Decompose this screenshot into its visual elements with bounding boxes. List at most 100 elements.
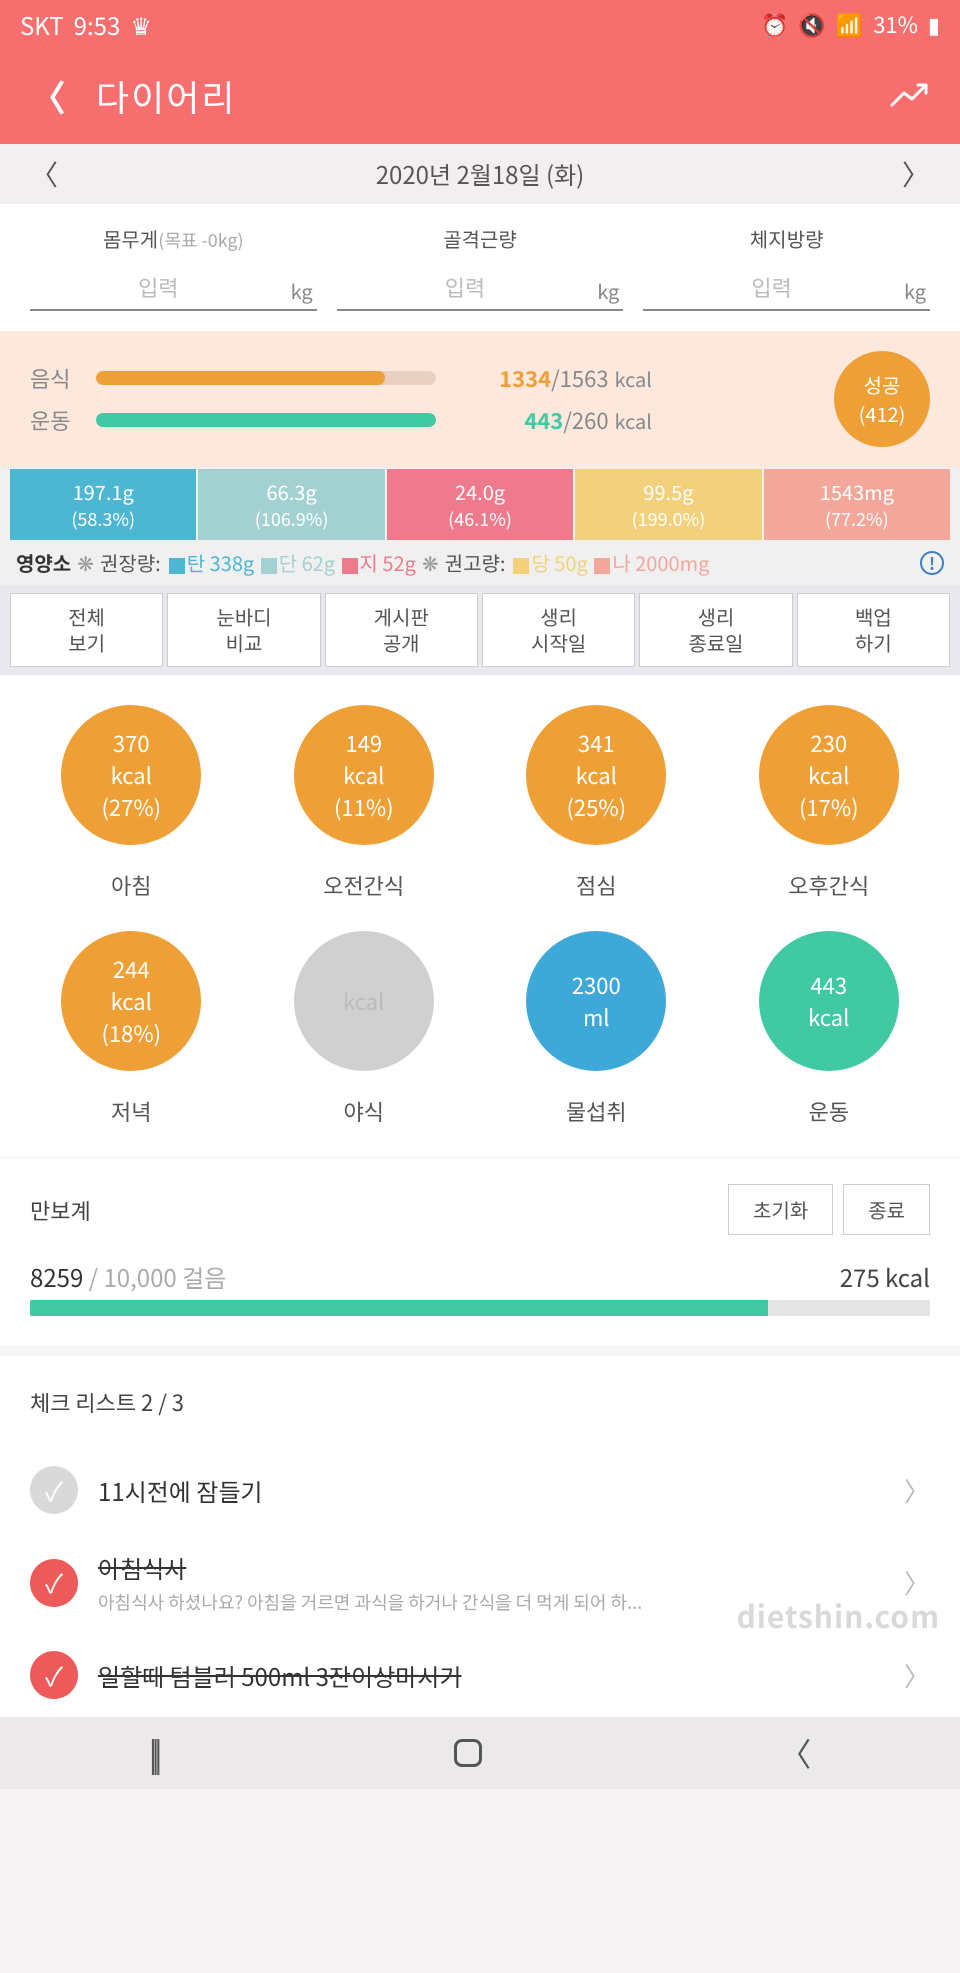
metric-input[interactable]: 입력 kg: [337, 265, 624, 311]
wifi-icon: 📶: [836, 8, 863, 40]
tab-5[interactable]: 백업하기: [797, 593, 950, 667]
system-navbar: ||| 〈: [0, 1717, 960, 1789]
meal-unit: kcal: [808, 759, 849, 791]
macro-percent: (58.3%): [14, 506, 192, 532]
macro-bars: 197.1g (58.3%) 66.3g (106.9%) 24.0g (46.…: [10, 469, 950, 540]
page-title: 다이어리: [96, 70, 236, 122]
pedometer-kcal: 275 kcal: [840, 1259, 930, 1294]
macro-section: 197.1g (58.3%) 66.3g (106.9%) 24.0g (46.…: [0, 467, 960, 585]
info-icon[interactable]: !: [920, 551, 944, 575]
check-label: 일할때 텀블러 500ml 3잔이상마시기: [98, 1658, 884, 1693]
meal-name: 물섭취: [485, 1095, 708, 1127]
meal-4[interactable]: 244 kcal (18%) 저녁: [20, 931, 243, 1127]
meal-7[interactable]: 443 kcal 운동: [718, 931, 941, 1127]
meal-1[interactable]: 149 kcal (11%) 오전간식: [253, 705, 476, 901]
success-badge: 성공 (412): [834, 351, 930, 447]
pedometer-stop-button[interactable]: 종료: [843, 1184, 930, 1235]
macro-cell-3[interactable]: 99.5g (199.0%): [575, 469, 761, 540]
meal-circle: 370 kcal (27%): [61, 705, 201, 845]
meal-0[interactable]: 370 kcal (27%) 아침: [20, 705, 243, 901]
tab-1[interactable]: 눈바디비교: [167, 593, 320, 667]
date-navigator: 〈 2020년 2월18일 (화) 〉: [0, 144, 960, 204]
tab-4[interactable]: 생리종료일: [639, 593, 792, 667]
meal-circle: 443 kcal: [759, 931, 899, 1071]
crown-icon: ♛: [130, 7, 152, 42]
pedometer-section: 만보계 초기화 종료 8259 / 10,000 걸음 275 kcal: [0, 1157, 960, 1346]
macro-cell-4[interactable]: 1543mg (77.2%): [764, 469, 950, 540]
tab-2[interactable]: 게시판공개: [325, 593, 478, 667]
calorie-progress: 음식 1334/1563kcal 운동 443/260kcal 성공 (412): [0, 331, 960, 467]
watermark: dietshin.com: [736, 1593, 940, 1637]
meal-5[interactable]: kcal 야식: [253, 931, 476, 1127]
meal-value: 443: [810, 969, 847, 1001]
check-item-2[interactable]: ✓ 일할때 텀블러 500ml 3잔이상마시기 〉: [30, 1633, 930, 1717]
macro-percent: (77.2%): [768, 506, 946, 532]
metric-placeholder: 입력: [30, 265, 287, 309]
macro-cell-2[interactable]: 24.0g (46.1%): [387, 469, 573, 540]
nav-back-icon[interactable]: 〈: [779, 1730, 811, 1776]
date-label[interactable]: 2020년 2월18일 (화): [376, 156, 585, 191]
metric-1: 골격근량 입력 kg: [337, 224, 624, 311]
exercise-unit: kcal: [615, 406, 652, 435]
metric-input[interactable]: 입력 kg: [643, 265, 930, 311]
tab-0[interactable]: 전체보기: [10, 593, 163, 667]
metric-unit: kg: [287, 276, 317, 309]
check-label: 11시전에 잠들기: [98, 1473, 884, 1508]
date-next-icon[interactable]: 〉: [902, 154, 930, 194]
macro-percent: (46.1%): [391, 506, 569, 532]
nav-recent-icon[interactable]: |||: [149, 1730, 157, 1776]
exercise-progress-bar: [96, 413, 436, 427]
macro-cell-0[interactable]: 197.1g (58.3%): [10, 469, 196, 540]
meal-3[interactable]: 230 kcal (17%) 오후간식: [718, 705, 941, 901]
carrier-label: SKT: [20, 7, 64, 42]
metric-label: 몸무게(목표 -0kg): [30, 224, 317, 253]
meal-pct: (27%): [101, 791, 161, 823]
meal-2[interactable]: 341 kcal (25%) 점심: [485, 705, 708, 901]
pedometer-current: 8259: [30, 1259, 83, 1294]
macro-cell-1[interactable]: 66.3g (106.9%): [198, 469, 384, 540]
metric-unit: kg: [900, 276, 930, 309]
checklist-title: 체크 리스트 2 / 3: [30, 1386, 930, 1418]
meal-grid: 370 kcal (27%) 아침 149 kcal (11%) 오전간식 34…: [0, 675, 960, 1157]
macro-value: 1543mg: [768, 477, 946, 506]
food-target: /1563: [551, 362, 608, 394]
macro-value: 66.3g: [202, 477, 380, 506]
macro-percent: (199.0%): [579, 506, 757, 532]
pedometer-title: 만보계: [30, 1194, 91, 1226]
macro-percent: (106.9%): [202, 506, 380, 532]
meal-unit: kcal: [111, 759, 152, 791]
trend-icon[interactable]: [890, 70, 930, 122]
meal-circle: 341 kcal (25%): [526, 705, 666, 845]
status-time: 9:53: [74, 7, 121, 42]
pedometer-reset-button[interactable]: 초기화: [728, 1184, 833, 1235]
metric-input[interactable]: 입력 kg: [30, 265, 317, 311]
date-prev-icon[interactable]: 〈: [30, 154, 58, 194]
success-label: 성공: [864, 370, 901, 399]
metric-label: 골격근량: [337, 224, 624, 253]
pedometer-bar: [30, 1300, 930, 1316]
nav-home-icon[interactable]: [454, 1739, 482, 1767]
meal-pct: (11%): [334, 791, 394, 823]
food-progress-row: 음식 1334/1563kcal: [30, 362, 818, 394]
meal-6[interactable]: 2300 ml 물섭취: [485, 931, 708, 1127]
check-circle-icon: ✓: [30, 1559, 78, 1607]
legend-item: 단 62g: [279, 548, 335, 577]
chevron-right-icon: 〉: [904, 1657, 930, 1694]
status-bar: SKT 9:53 ♛ ⏰ 🔇 📶 31% ▮: [0, 0, 960, 48]
back-icon[interactable]: 〈: [30, 70, 66, 122]
check-circle-icon: ✓: [30, 1466, 78, 1514]
meal-unit: kcal: [808, 1001, 849, 1033]
tab-3[interactable]: 생리시작일: [482, 593, 635, 667]
meal-name: 운동: [718, 1095, 941, 1127]
battery-label: 31%: [873, 8, 918, 40]
check-item-0[interactable]: ✓ 11시전에 잠들기 〉: [30, 1448, 930, 1532]
meal-value: 370: [113, 727, 150, 759]
checklist-section: 체크 리스트 2 / 3 ✓ 11시전에 잠들기 〉 ✓ 아침식사 아침식사 하…: [0, 1346, 960, 1717]
star-icon: ❋: [422, 548, 439, 577]
meal-circle: 2300 ml: [526, 931, 666, 1071]
pedometer-target: / 10,000 걸음: [83, 1259, 226, 1294]
metric-placeholder: 입력: [643, 265, 900, 309]
food-unit: kcal: [615, 364, 652, 393]
meal-circle: 149 kcal (11%): [294, 705, 434, 845]
swatch-icon: [594, 558, 610, 574]
